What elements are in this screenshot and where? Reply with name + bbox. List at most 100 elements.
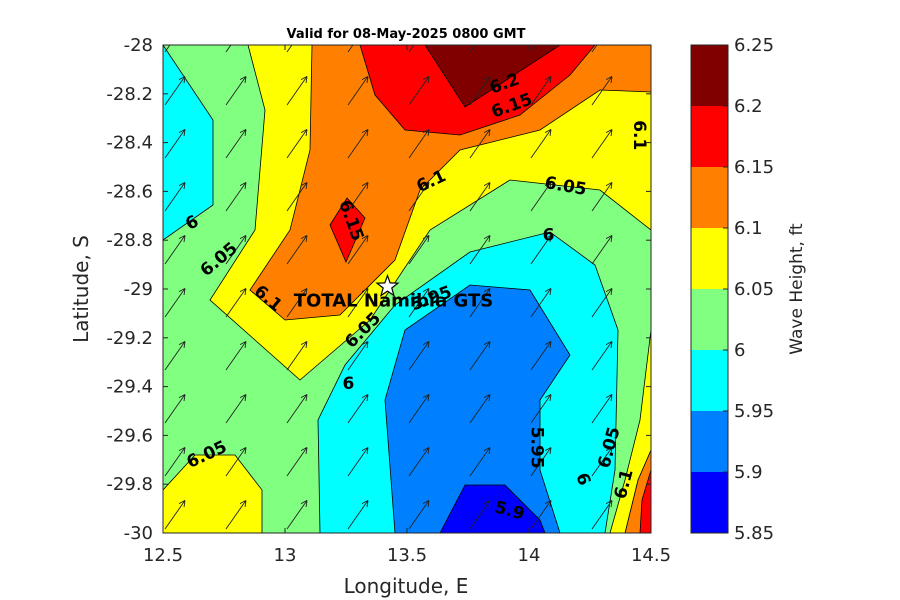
x-tick-label: 13 (274, 545, 297, 566)
y-tick-label: -28.2 (106, 84, 153, 105)
y-tick-label: -29 (124, 279, 153, 300)
station-group: TOTAL Namibia GTS (294, 273, 493, 312)
y-tick-label: -29.8 (106, 474, 153, 495)
wind-arrow (653, 130, 673, 158)
wind-arrow (347, 395, 368, 424)
band-5p85-5p90 (439, 484, 546, 533)
wind-arrow (347, 130, 368, 159)
wind-arrow (347, 501, 368, 530)
wind-arrow (347, 289, 368, 318)
wind-arrow (164, 77, 185, 106)
wind-arrow (469, 501, 490, 530)
wind-arrow (347, 183, 368, 212)
wind-arrow (408, 236, 429, 265)
wind-arrow (653, 501, 673, 529)
y-axis-label: Latitude, S (69, 235, 93, 343)
wind-vector-field (164, 24, 673, 530)
colorbar-label: Wave Height, ft (787, 223, 807, 355)
wind-arrow (469, 45, 476, 53)
colorbar: 5.85 5.9 5.95 6 6.05 6.1 6.15 6.2 6.25 (690, 35, 774, 544)
wind-arrow (225, 236, 246, 265)
station-label: TOTAL Namibia GTS (294, 291, 493, 312)
wind-arrow (347, 236, 368, 265)
wind-arrow (653, 289, 673, 317)
wind-arrow (225, 395, 246, 424)
colorbar-tick-label: 6.2 (734, 96, 763, 117)
wind-arrow (591, 395, 612, 424)
wind-arrow (530, 77, 551, 106)
wind-arrow (286, 77, 307, 106)
wind-arrow (530, 130, 551, 159)
x-tick-label: 14.5 (631, 545, 671, 566)
wind-arrow (225, 77, 246, 106)
wind-arrow (408, 342, 429, 371)
band-6p20-6p25 (424, 45, 561, 108)
wind-arrow (591, 448, 612, 477)
y-tick-label: -30 (124, 523, 153, 544)
colorbar-tick-label: 6 (734, 340, 745, 361)
wind-arrow (164, 448, 185, 477)
wind-arrow (408, 395, 429, 424)
wind-arrow (286, 45, 293, 53)
wind-arrow (286, 501, 307, 530)
wind-arrow (164, 395, 185, 424)
wind-arrow (286, 342, 307, 371)
wind-arrow (408, 183, 429, 212)
band-6p15-east (639, 469, 651, 533)
wind-arrow (286, 448, 307, 477)
wind-arrow (469, 448, 490, 477)
wind-arrow (591, 342, 612, 371)
wind-arrow (653, 183, 673, 211)
wind-arrow (469, 236, 490, 265)
contour-label: 6.1 (629, 120, 649, 150)
wind-arrow (591, 130, 612, 159)
wind-arrow (408, 130, 429, 159)
contour-label: 6 (343, 374, 355, 394)
y-axis-ticks: -28 -28.2 -28.4 -28.6 -28.8 -29 -29.2 -29.4 -29.… (106, 35, 651, 544)
wind-arrow (347, 448, 368, 477)
wind-arrow (653, 24, 673, 52)
y-tick-label: -28 (124, 35, 153, 56)
band-6p15-6p20-pocket (329, 197, 366, 264)
wind-arrow (469, 183, 490, 212)
wind-arrow (408, 289, 429, 318)
colorbar-tick-label: 5.95 (734, 401, 774, 422)
contour-label: 6 (543, 225, 555, 245)
wind-arrow (286, 289, 307, 318)
wind-arrow (408, 501, 429, 530)
wind-arrow (530, 45, 537, 53)
band-6p05-east (609, 329, 651, 533)
y-tick-label: -29.6 (106, 425, 153, 446)
y-tick-label: -28.6 (106, 181, 153, 202)
colorbar-tick-label: 6.25 (734, 35, 774, 56)
wind-arrow (225, 130, 246, 159)
wind-arrow (225, 501, 246, 530)
wind-arrow (347, 45, 354, 53)
wind-arrow (408, 77, 429, 106)
colorbar-segment (691, 45, 728, 106)
wind-arrow (591, 236, 612, 265)
wind-arrow (591, 45, 598, 53)
colorbar-segment (691, 167, 728, 228)
y-tick-label: -28.4 (106, 133, 153, 154)
wind-arrow (286, 236, 307, 265)
wind-arrow (469, 130, 490, 159)
wind-arrow (225, 45, 232, 53)
colorbar-tick-label: 5.85 (734, 523, 774, 544)
wind-arrow (469, 395, 490, 424)
y-tick-label: -29.2 (106, 328, 153, 349)
wind-arrow (530, 342, 551, 371)
band-5p95-6p00-west (163, 45, 214, 241)
colorbar-tick-label: 6.1 (734, 218, 763, 239)
x-tick-label: 13.5 (387, 545, 427, 566)
wind-arrow (653, 236, 673, 264)
wind-arrow (225, 289, 246, 318)
wind-arrow (225, 183, 246, 212)
wind-arrow (286, 395, 307, 424)
wind-arrow (164, 342, 185, 371)
wind-arrow (653, 395, 673, 423)
y-tick-label: -28.8 (106, 230, 153, 251)
wind-arrow (286, 183, 307, 212)
